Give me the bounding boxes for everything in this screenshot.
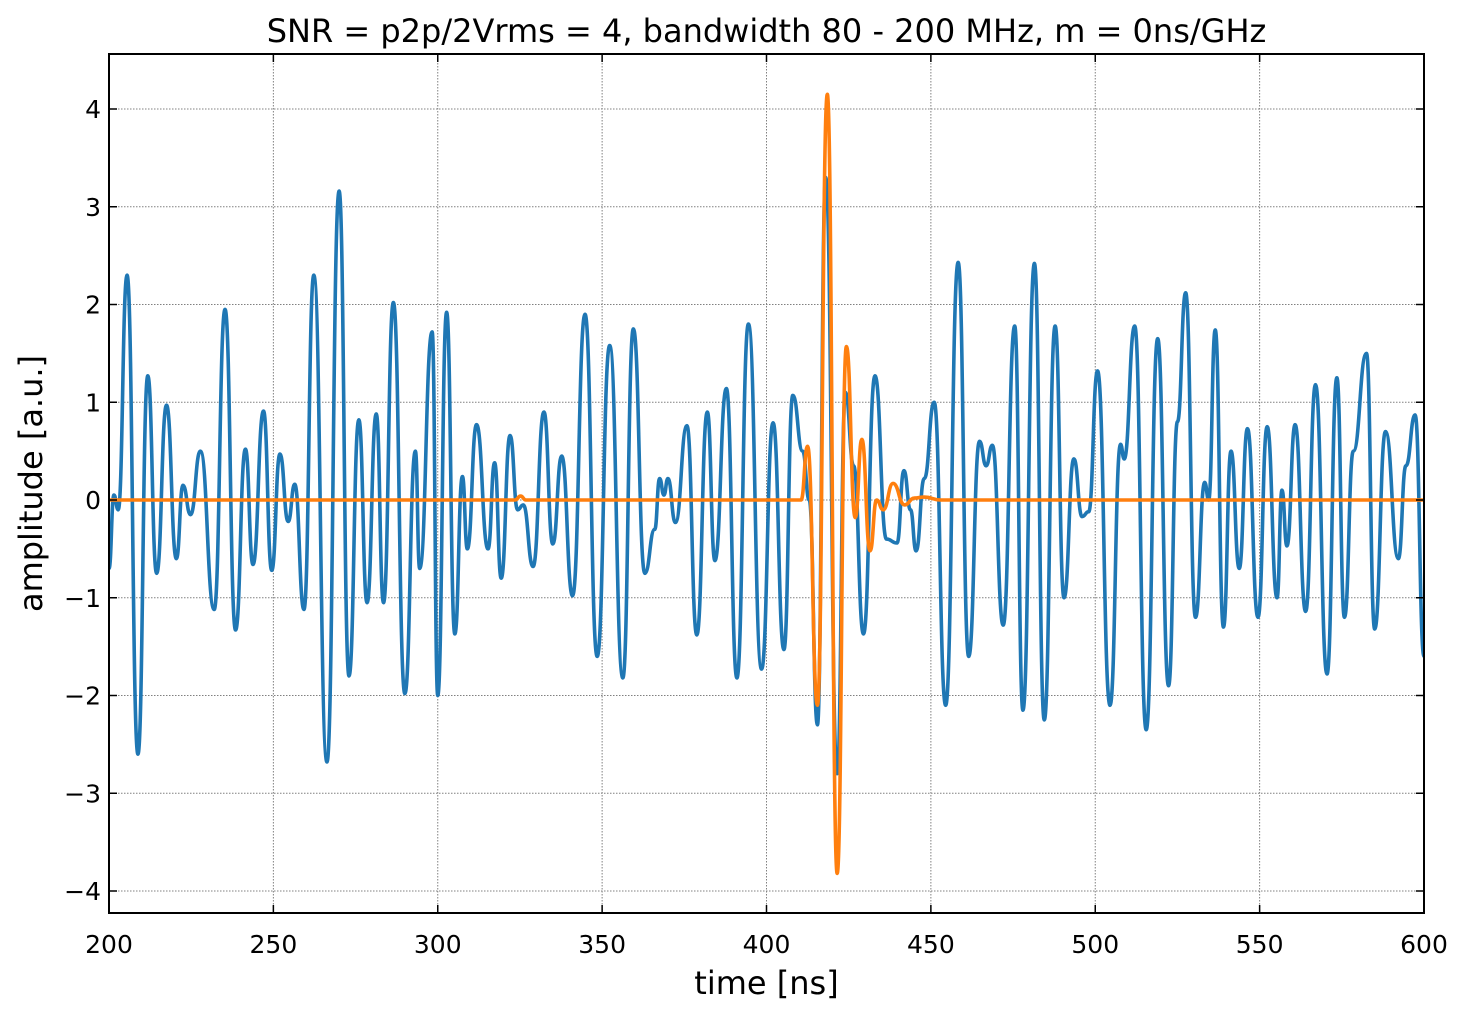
x-tick-label: 400: [743, 930, 791, 959]
series-layer: [109, 92, 1424, 876]
x-tick-label: 250: [250, 930, 298, 959]
x-tick-label: 550: [1236, 930, 1284, 959]
x-tick-label: 350: [578, 930, 626, 959]
y-tick-label: 4: [85, 95, 101, 124]
y-tick-label: −2: [64, 682, 101, 711]
x-tick-labels: 200 250 300 350 400 450 500 550 600: [85, 930, 1448, 959]
y-axis-label: amplitude [a.u.]: [12, 355, 50, 612]
x-axis-label: time [ns]: [694, 964, 838, 1002]
y-tick-label: −1: [64, 584, 101, 613]
y-tick-label: −3: [64, 779, 101, 808]
y-tick-label: −4: [64, 877, 101, 906]
y-tick-label: 2: [85, 291, 101, 320]
y-tick-labels: −4 −3 −2 −1 0 1 2 3 4: [64, 95, 101, 906]
y-tick-label: 0: [85, 486, 101, 515]
grid: [108, 54, 1425, 913]
x-tick-label: 300: [414, 930, 462, 959]
x-tick-label: 500: [1071, 930, 1119, 959]
x-tick-label: 450: [907, 930, 955, 959]
chart-title: SNR = p2p/2Vrms = 4, bandwidth 80 - 200 …: [267, 12, 1267, 50]
x-tick-label: 200: [85, 930, 133, 959]
ticks: [108, 54, 1425, 913]
series-line-orange: [109, 92, 1424, 876]
y-tick-label: 1: [85, 388, 101, 417]
y-tick-label: 3: [85, 193, 101, 222]
x-tick-label: 600: [1400, 930, 1448, 959]
